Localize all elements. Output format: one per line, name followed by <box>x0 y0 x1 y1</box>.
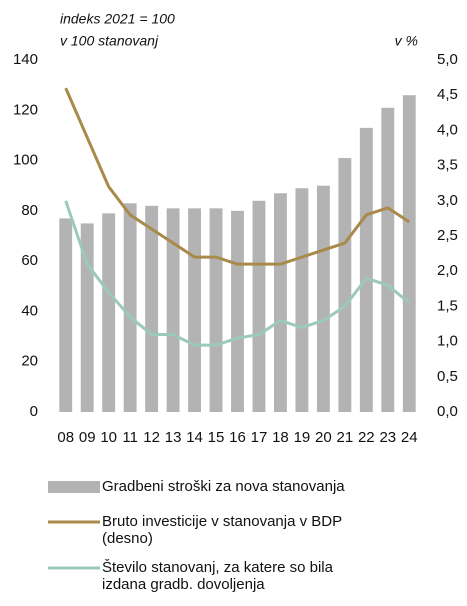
x-tick-label: 20 <box>315 429 332 446</box>
bar <box>166 208 180 412</box>
y-tick-label: 60 <box>21 252 38 269</box>
legend-label: Bruto investicije v stanovanja v BDP (de… <box>102 513 342 547</box>
x-tick-label: 13 <box>165 429 182 446</box>
x-tick-label: 10 <box>100 429 117 446</box>
axis-note: indeks 2021 = 100 <box>60 11 175 27</box>
legend-label: Število stanovanj, za katere so bila izd… <box>102 559 333 593</box>
x-tick-label: 23 <box>379 429 396 446</box>
bar <box>381 107 395 413</box>
axis-note: v 100 stanovanj <box>60 33 159 49</box>
y-tick-label: 40 <box>21 302 38 319</box>
bar <box>123 203 137 412</box>
bar <box>59 218 73 412</box>
x-tick-label: 14 <box>186 429 203 446</box>
x-tick-label: 08 <box>57 429 74 446</box>
x-tick-label: 09 <box>79 429 96 446</box>
y2-tick-label: 4,5 <box>437 86 458 103</box>
bar <box>252 200 266 412</box>
bar <box>188 208 201 412</box>
y-tick-label: 0 <box>30 403 38 420</box>
bar <box>402 95 416 412</box>
bar <box>295 188 309 412</box>
legend-item: Število stanovanj, za katere so bila izd… <box>102 559 333 593</box>
y2-tick-label: 0,5 <box>437 368 458 385</box>
bar <box>102 213 116 412</box>
bar <box>274 193 287 412</box>
bar <box>338 158 352 412</box>
x-tick-label: 17 <box>251 429 268 446</box>
x-tick-label: 19 <box>294 429 311 446</box>
x-tick-label: 21 <box>337 429 354 446</box>
line <box>64 200 411 347</box>
legend-item: Gradbeni stroški za nova stanovanja <box>102 478 345 495</box>
bar <box>359 127 373 412</box>
y2-tick-label: 4,0 <box>437 121 458 138</box>
x-tick-label: 24 <box>401 429 418 446</box>
x-tick-label: 11 <box>122 429 138 446</box>
y-tick-label: 20 <box>21 353 38 370</box>
bar <box>145 205 159 412</box>
x-tick-label: 15 <box>208 429 225 446</box>
y2-tick-label: 3,0 <box>437 192 458 209</box>
bar <box>231 210 244 412</box>
y2-tick-label: 2,5 <box>437 227 458 244</box>
x-tick-label: 12 <box>143 429 160 446</box>
y-tick-label: 100 <box>13 152 38 169</box>
x-tick-label: 18 <box>272 429 289 446</box>
axis-note: v % <box>395 33 418 49</box>
legend-item: Bruto investicije v stanovanja v BDP (de… <box>102 513 342 547</box>
bar <box>209 208 223 412</box>
y-tick-label: 120 <box>13 101 38 118</box>
y2-tick-label: 5,0 <box>437 51 458 68</box>
y2-tick-label: 2,0 <box>437 262 458 279</box>
y-tick-label: 140 <box>13 51 38 68</box>
x-tick-label: 22 <box>358 429 375 446</box>
y2-tick-label: 3,5 <box>437 157 458 174</box>
x-tick-label: 16 <box>229 429 246 446</box>
line <box>64 87 411 266</box>
y2-tick-label: 1,0 <box>437 333 458 350</box>
y2-tick-label: 0,0 <box>437 403 458 420</box>
legend-label: Gradbeni stroški za nova stanovanja <box>102 478 345 495</box>
y-tick-label: 80 <box>21 202 38 219</box>
legend-swatch <box>48 481 100 493</box>
y2-tick-label: 1,5 <box>437 297 458 314</box>
bar <box>316 185 330 412</box>
